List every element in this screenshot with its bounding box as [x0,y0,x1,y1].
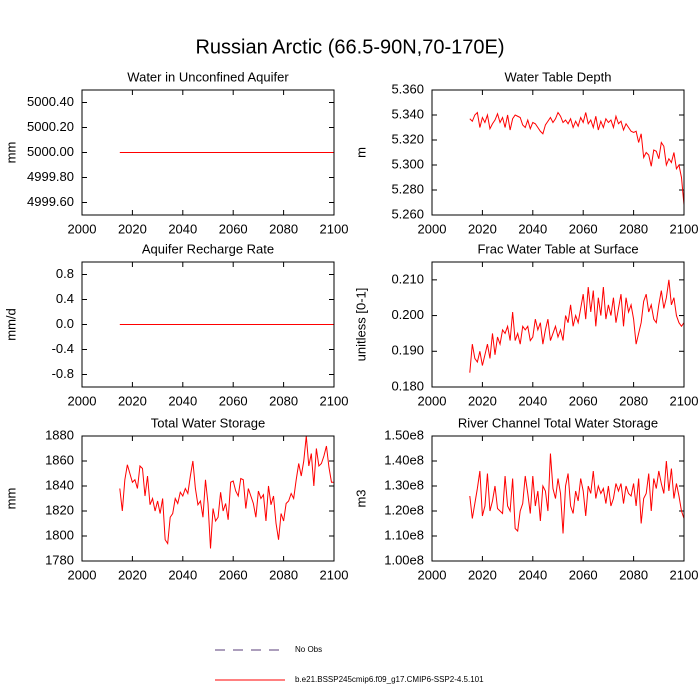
y-axis-label: mm [3,142,18,164]
y-tick-label: 1.40e8 [384,452,424,467]
x-tick-label: 2080 [269,221,298,236]
y-tick-label: -0.4 [52,341,74,356]
y-tick-label: 1800 [45,527,74,542]
panel-title: Water in Unconfined Aquifer [127,69,289,84]
y-tick-label: 5.260 [391,206,424,221]
x-tick-label: 2080 [619,221,648,236]
y-tick-label: 5.320 [391,131,424,146]
plot-frame [431,261,685,388]
data-line [469,453,685,534]
legend-label: b.e21.BSSP245cmip6.f09_g17.CMIP6-SSP2-4.… [295,675,484,684]
x-tick-label: 2020 [468,221,497,236]
y-tick-label: 1860 [45,452,74,467]
x-tick-label: 2040 [518,393,547,408]
x-tick-label: 2080 [619,567,648,582]
y-tick-label: 1.30e8 [384,477,424,492]
y-tick-label: 1.00e8 [384,552,424,567]
data-line [469,279,685,373]
y-tick-label: 5.280 [391,181,424,196]
plot-frame [81,261,335,388]
x-tick-label: 2100 [670,393,699,408]
y-tick-label: 5.360 [391,81,424,96]
page-title: Russian Arctic (66.5-90N,70-170E) [195,36,504,58]
x-tick-label: 2000 [418,393,447,408]
x-tick-label: 2040 [518,221,547,236]
y-axis-label: mm [3,488,18,510]
y-tick-label: -0.8 [52,366,74,381]
x-tick-label: 2060 [219,221,248,236]
x-tick-label: 2060 [569,567,598,582]
panel-title: Water Table Depth [505,69,612,84]
x-tick-label: 2040 [168,221,197,236]
x-tick-label: 2100 [670,221,699,236]
panel-title: Total Water Storage [151,415,265,430]
x-tick-label: 2100 [320,393,349,408]
x-tick-label: 2100 [320,567,349,582]
x-tick-label: 2080 [269,567,298,582]
plot-frame [431,89,685,216]
x-tick-label: 2000 [68,221,97,236]
x-tick-label: 2000 [68,393,97,408]
y-tick-label: 0.8 [56,266,74,281]
x-tick-label: 2020 [118,567,147,582]
y-axis-label: m [353,147,368,158]
data-line [469,111,685,206]
x-tick-label: 2020 [468,393,497,408]
y-tick-label: 4999.60 [27,194,74,209]
y-tick-label: 0.180 [391,378,424,393]
y-tick-label: 1.20e8 [384,502,424,517]
plot-frame [81,89,335,216]
legend-label: No Obs [295,645,322,654]
y-axis-label: unitless [0-1] [353,288,368,362]
x-tick-label: 2040 [168,393,197,408]
y-tick-label: 5000.20 [27,119,74,134]
y-tick-label: 1.50e8 [384,427,424,442]
x-tick-label: 2000 [418,221,447,236]
x-tick-label: 2000 [68,567,97,582]
data-line [119,435,334,549]
x-tick-label: 2100 [320,221,349,236]
y-tick-label: 5000.40 [27,94,74,109]
x-tick-label: 2100 [670,567,699,582]
x-tick-label: 2060 [569,221,598,236]
x-tick-label: 2020 [118,393,147,408]
y-tick-label: 0.200 [391,307,424,322]
x-tick-label: 2040 [168,567,197,582]
plot-frame [81,435,335,562]
x-tick-label: 2020 [118,221,147,236]
panel-title: Frac Water Table at Surface [477,241,638,256]
x-tick-label: 2060 [219,567,248,582]
y-tick-label: 1840 [45,477,74,492]
x-tick-label: 2080 [619,393,648,408]
y-tick-label: 1820 [45,502,74,517]
x-tick-label: 2060 [569,393,598,408]
x-tick-label: 2020 [468,567,497,582]
y-tick-label: 1780 [45,552,74,567]
y-axis-label: m3 [353,489,368,507]
y-tick-label: 0.210 [391,271,424,286]
x-tick-label: 2040 [518,567,547,582]
y-axis-label: mm/d [3,308,18,341]
y-tick-label: 5000.00 [27,144,74,159]
x-tick-label: 2060 [219,393,248,408]
y-tick-label: 5.340 [391,106,424,121]
y-tick-label: 0.0 [56,316,74,331]
y-tick-label: 4999.80 [27,169,74,184]
y-tick-label: 0.190 [391,343,424,358]
x-tick-label: 2000 [418,567,447,582]
y-tick-label: 1.10e8 [384,527,424,542]
y-tick-label: 5.300 [391,156,424,171]
panel-title: Aquifer Recharge Rate [142,241,274,256]
x-tick-label: 2080 [269,393,298,408]
y-tick-label: 1880 [45,427,74,442]
y-tick-label: 0.4 [56,291,74,306]
panel-title: River Channel Total Water Storage [458,415,658,430]
plot-frame [431,435,685,562]
